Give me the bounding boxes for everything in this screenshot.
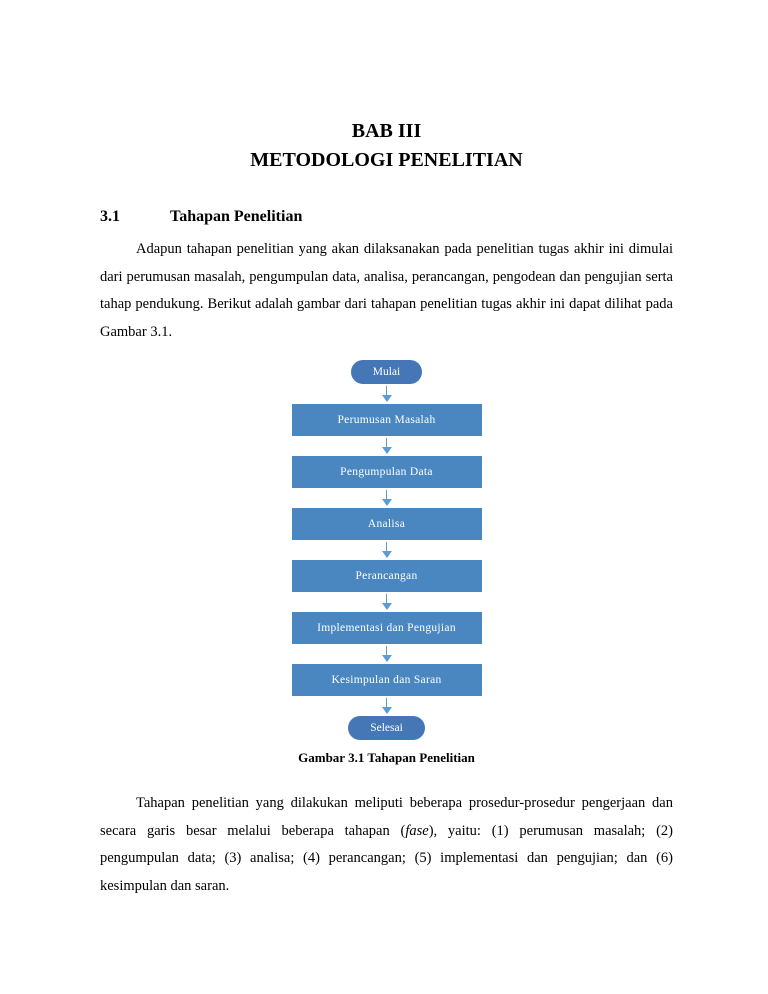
flowchart-arrow bbox=[382, 490, 392, 506]
flowchart-process: Perancangan bbox=[292, 560, 482, 592]
flowchart-process: Perumusan Masalah bbox=[292, 404, 482, 436]
flowchart-arrow bbox=[382, 594, 392, 610]
paragraph-intro: Adapun tahapan penelitian yang akan dila… bbox=[100, 236, 673, 346]
section-heading: 3.1 Tahapan Penelitian bbox=[100, 208, 673, 226]
flowchart-arrow bbox=[382, 542, 392, 558]
flowchart-figure: Mulai Perumusan Masalah Pengumpulan Data An… bbox=[100, 360, 673, 740]
flowchart-process: Pengumpulan Data bbox=[292, 456, 482, 488]
paragraph-summary: Tahapan penelitian yang dilakukan melipu… bbox=[100, 790, 673, 900]
chapter-title: BAB III bbox=[100, 120, 673, 143]
chapter-subtitle: METODOLOGI PENELITIAN bbox=[100, 149, 673, 172]
flowchart-arrow bbox=[382, 646, 392, 662]
flowchart-terminator: Mulai bbox=[351, 360, 422, 384]
paragraph-text-italic: fase bbox=[405, 823, 428, 839]
flowchart-process: Kesimpulan dan Saran bbox=[292, 664, 482, 696]
flowchart-arrow bbox=[382, 386, 392, 402]
flowchart-terminator: Selesai bbox=[348, 716, 425, 740]
figure-caption: Gambar 3.1 Tahapan Penelitian bbox=[100, 750, 673, 766]
flowchart-process: Analisa bbox=[292, 508, 482, 540]
section-number: 3.1 bbox=[100, 208, 170, 226]
section-title: Tahapan Penelitian bbox=[170, 208, 302, 226]
document-page: BAB III METODOLOGI PENELITIAN 3.1 Tahapa… bbox=[0, 0, 768, 994]
flowchart-arrow bbox=[382, 698, 392, 714]
flowchart-process: Implementasi dan Pengujian bbox=[292, 612, 482, 644]
flowchart-arrow bbox=[382, 438, 392, 454]
